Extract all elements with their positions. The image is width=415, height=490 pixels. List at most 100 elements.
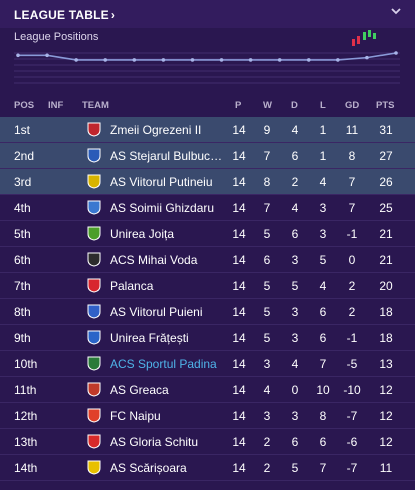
drawn: 6 [291, 227, 299, 241]
won: 6 [263, 253, 271, 267]
table-row[interactable]: 14th AS Scărișoara 14 2 5 7 -7 11 [0, 455, 415, 481]
drawn: 4 [291, 123, 299, 137]
table-row[interactable]: 3rd AS Viitorul Putineiu 14 8 2 4 7 26 [0, 169, 415, 195]
team-badge-icon [87, 200, 101, 215]
chart-point [336, 58, 340, 62]
col-p[interactable]: P [235, 100, 242, 111]
points: 13 [379, 357, 393, 371]
league-positions-label: League Positions [14, 31, 99, 43]
played: 14 [232, 201, 246, 215]
team-name[interactable]: Palanca [110, 279, 154, 293]
table-row[interactable]: 10th ACS Sportul Padina 14 3 4 7 -5 13 [0, 351, 415, 377]
collapse-widget-button[interactable] [389, 5, 403, 19]
team-name[interactable]: AS Viitorul Putineiu [110, 175, 213, 189]
played: 14 [232, 253, 246, 267]
col-inf[interactable]: INF [48, 100, 64, 111]
table-row[interactable]: 1st Zmeii Ogrezeni II 14 9 4 1 11 31 [0, 117, 415, 143]
row-position: 6th [14, 253, 31, 267]
played: 14 [232, 435, 246, 449]
chart-points [16, 51, 398, 62]
chart-point [277, 58, 282, 62]
lost: 4 [319, 279, 327, 293]
league-positions-chart [14, 51, 400, 84]
played: 14 [232, 279, 246, 293]
col-pos[interactable]: POS [14, 100, 35, 111]
goal-difference: -7 [346, 409, 358, 423]
league-table-link[interactable]: LEAGUE TABLE › [14, 8, 115, 22]
goal-difference: 8 [348, 149, 356, 163]
table-row[interactable]: 7th Palanca 14 5 5 4 2 20 [0, 273, 415, 299]
lost: 7 [319, 461, 327, 475]
team-name[interactable]: AS Stejarul Bulbucata [110, 149, 224, 163]
col-team[interactable]: TEAM [82, 100, 109, 111]
drawn: 0 [291, 383, 299, 397]
team-name[interactable]: Unirea Frățești [110, 331, 189, 345]
goal-difference: -6 [346, 435, 358, 449]
lost: 1 [319, 149, 327, 163]
points: 26 [379, 175, 393, 189]
col-gd[interactable]: GD [345, 100, 360, 111]
col-pts[interactable]: PTS [376, 100, 395, 111]
team-name[interactable]: AS Greaca [110, 383, 169, 397]
drawn: 3 [291, 331, 299, 345]
col-w[interactable]: W [263, 100, 272, 111]
lost: 4 [319, 175, 327, 189]
chart-point [219, 58, 224, 62]
table-row[interactable]: 2nd AS Stejarul Bulbucata 14 7 6 1 8 27 [0, 143, 415, 169]
team-badge-icon [87, 252, 101, 267]
played: 14 [232, 357, 246, 371]
won: 8 [263, 175, 271, 189]
chart-point [45, 53, 49, 58]
table-row[interactable]: 12th FC Naipu 14 3 3 8 -7 12 [0, 403, 415, 429]
drawn: 4 [291, 357, 299, 371]
goal-difference: 2 [348, 279, 356, 293]
col-l[interactable]: L [320, 100, 326, 111]
team-name[interactable]: AS Soimii Ghizdaru [110, 201, 215, 215]
table-row[interactable]: 8th AS Viitorul Puieni 14 5 3 6 2 18 [0, 299, 415, 325]
drawn: 6 [291, 435, 299, 449]
team-name[interactable]: Zmeii Ogrezeni II [110, 123, 202, 137]
row-position: 10th [14, 357, 38, 371]
points: 11 [379, 461, 393, 475]
table-row[interactable]: 5th Unirea Joița 14 5 6 3 -1 21 [0, 221, 415, 247]
row-position: 12th [14, 409, 38, 423]
team-name[interactable]: ACS Mihai Voda [110, 253, 198, 267]
team-name[interactable]: Unirea Joița [110, 227, 175, 241]
points: 25 [379, 201, 393, 215]
chart-point [306, 58, 311, 62]
team-badge-icon [87, 460, 101, 475]
won: 3 [263, 409, 271, 423]
table-row[interactable]: 4th AS Soimii Ghizdaru 14 7 4 3 7 25 [0, 195, 415, 221]
won: 5 [263, 227, 271, 241]
team-badge-icon [87, 148, 101, 163]
row-position: 8th [14, 305, 31, 319]
team-name[interactable]: FC Naipu [110, 409, 161, 423]
lost: 6 [319, 435, 327, 449]
points: 21 [379, 227, 393, 241]
row-position: 1st [14, 123, 31, 137]
goal-difference: 11 [345, 123, 359, 137]
won: 3 [263, 357, 271, 371]
table-row[interactable]: 9th Unirea Frățești 14 5 3 6 -1 18 [0, 325, 415, 351]
goal-difference: 7 [348, 201, 356, 215]
col-d[interactable]: D [291, 100, 298, 111]
row-position: 7th [14, 279, 31, 293]
table-row[interactable]: 13th AS Gloria Schitu 14 2 6 6 -6 12 [0, 429, 415, 455]
header-title: LEAGUE TABLE [14, 8, 109, 22]
table-row[interactable]: 6th ACS Mihai Voda 14 6 3 5 0 21 [0, 247, 415, 273]
won: 9 [263, 123, 271, 137]
points: 12 [379, 409, 393, 423]
played: 14 [232, 461, 246, 475]
form-chart-icon[interactable] [350, 28, 380, 50]
team-name[interactable]: ACS Sportul Padina [110, 357, 217, 371]
team-name[interactable]: AS Gloria Schitu [110, 435, 199, 449]
team-badge-icon [87, 278, 101, 293]
row-position: 2nd [14, 149, 35, 163]
chart-point [248, 58, 253, 62]
won: 5 [263, 305, 271, 319]
row-position: 5th [14, 227, 31, 241]
lost: 7 [319, 357, 327, 371]
team-name[interactable]: AS Scărișoara [110, 461, 187, 475]
team-name[interactable]: AS Viitorul Puieni [110, 305, 203, 319]
table-row[interactable]: 11th AS Greaca 14 4 0 10 -10 12 [0, 377, 415, 403]
